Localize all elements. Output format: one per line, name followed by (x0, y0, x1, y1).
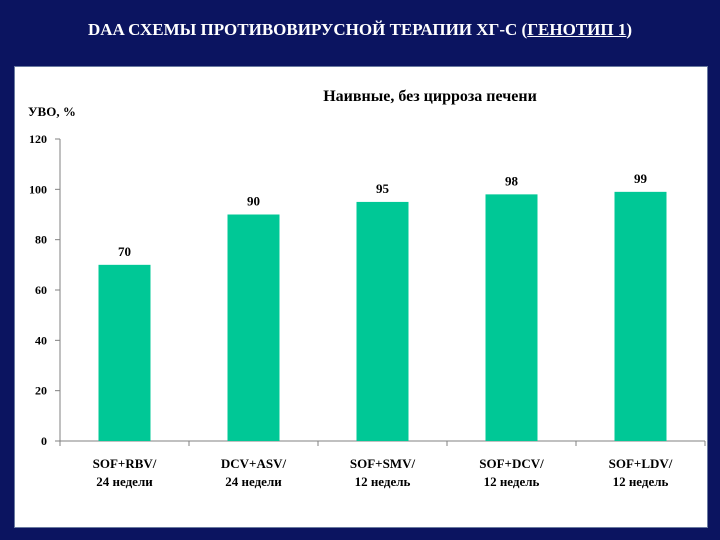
y-tick-label: 20 (35, 384, 47, 398)
axes: 0 20 40 60 80 100 120 (29, 132, 706, 448)
bar (227, 214, 280, 441)
y-tick-label: 0 (41, 434, 47, 448)
bar (485, 194, 538, 441)
x-tick-label: 12 недель (613, 474, 669, 489)
data-label: 99 (634, 171, 648, 186)
x-tick-label: SOF+DCV/ (479, 456, 544, 471)
y-tick-label: 40 (35, 333, 47, 347)
x-tick-label: 24 недели (225, 474, 282, 489)
y-tick-label: 100 (29, 182, 47, 196)
slide-title-genotype: ГЕНОТИП 1 (527, 20, 627, 39)
x-tick-labels: SOF+RBV/24 недели DCV+ASV/24 недели SOF+SM… (93, 456, 673, 489)
bars (98, 191, 667, 441)
slide-title-main: DAA СХЕМЫ ПРОТИВОВИРУСНОЙ ТЕРАПИИ ХГ-С ( (87, 20, 528, 39)
x-tick-label: 12 недель (484, 474, 540, 489)
data-labels: 70 90 95 98 99 (118, 171, 648, 259)
data-label: 70 (118, 244, 131, 259)
y-tick-label: 60 (35, 283, 47, 297)
data-label: 90 (247, 194, 260, 209)
chart-title: Наивные, без цирроза печени (323, 88, 537, 105)
slide-title-close: ) (626, 20, 633, 39)
bar (98, 264, 151, 441)
bar (614, 191, 667, 441)
x-tick-label: SOF+LDV/ (609, 456, 673, 471)
x-tick-label: DCV+ASV/ (221, 456, 287, 471)
x-tick-label: 12 недель (355, 474, 411, 489)
y-tick-label: 80 (35, 233, 47, 247)
bar (356, 201, 409, 441)
y-axis-label: УВО, % (28, 104, 76, 119)
x-tick-label: SOF+SMV/ (350, 456, 416, 471)
data-label: 98 (505, 173, 519, 188)
x-tick-label: SOF+RBV/ (93, 456, 157, 471)
y-tick-label: 120 (29, 132, 47, 146)
data-label: 95 (376, 181, 390, 196)
slide-title: DAA СХЕМЫ ПРОТИВОВИРУСНОЙ ТЕРАПИИ ХГ-С (… (0, 20, 720, 40)
x-tick-label: 24 недели (96, 474, 153, 489)
